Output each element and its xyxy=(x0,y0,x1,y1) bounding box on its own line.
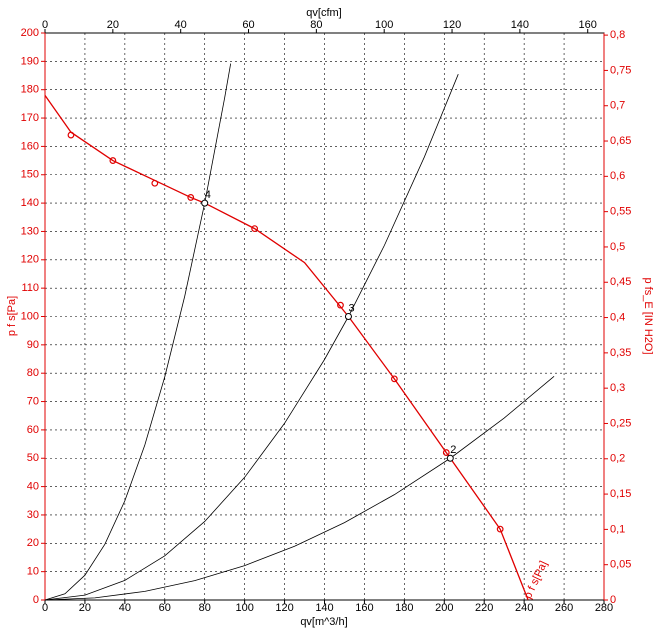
y2-tick-label: 0,3 xyxy=(610,382,625,394)
y2-tick-label: 0,35 xyxy=(610,347,631,359)
x2-axis-title: qv[cfm] xyxy=(306,7,341,19)
data-point xyxy=(187,194,195,201)
y-tick-label: 120 xyxy=(21,254,39,266)
x-axis-title: qv[m^3/h] xyxy=(300,616,347,628)
x-tick-label: 0 xyxy=(42,602,48,614)
y-tick-label: 110 xyxy=(21,282,39,294)
x2-tick-label: 40 xyxy=(175,19,187,31)
x-tick-label: 100 xyxy=(235,602,253,614)
y-tick-label: 90 xyxy=(27,339,39,351)
y-tick-label: 190 xyxy=(21,55,39,67)
data-point xyxy=(496,525,504,533)
x2-tick-label: 160 xyxy=(579,19,597,31)
data-point xyxy=(442,449,450,456)
x-tick-label: 220 xyxy=(475,602,493,614)
series-line xyxy=(44,63,232,601)
y-tick-label: 80 xyxy=(27,367,39,379)
operating-point-label: 2 xyxy=(450,444,456,456)
y2-tick-label: 0,5 xyxy=(610,241,625,253)
x-tick-label: 200 xyxy=(435,602,453,614)
y-tick-label: 40 xyxy=(27,481,39,493)
y2-tick-label: 0,45 xyxy=(610,276,631,288)
operating-point xyxy=(344,313,352,320)
series-line xyxy=(44,376,555,601)
y2-tick-label: 0,1 xyxy=(610,523,625,535)
y2-tick-label: 0,15 xyxy=(610,488,631,500)
x2-tick-label: 120 xyxy=(443,19,461,31)
x-tick-label: 60 xyxy=(159,602,171,614)
x-tick-label: 160 xyxy=(355,602,373,614)
y-tick-label: 60 xyxy=(27,424,39,436)
operating-point-label: 3 xyxy=(348,302,354,314)
y2-tick-label: 0,2 xyxy=(610,453,625,465)
x-tick-label: 260 xyxy=(555,602,573,614)
y-tick-label: 70 xyxy=(27,395,39,407)
x2-tick-label: 60 xyxy=(242,19,254,31)
y2-tick-label: 0,25 xyxy=(610,417,631,429)
y2-tick-label: 0,75 xyxy=(610,64,631,76)
data-point xyxy=(390,375,398,383)
y-tick-label: 180 xyxy=(21,84,39,96)
data-point xyxy=(337,301,344,309)
y-tick-label: 10 xyxy=(27,566,39,578)
y-tick-label: 200 xyxy=(21,27,39,39)
x2-tick-label: 100 xyxy=(375,19,393,31)
y-tick-label: 100 xyxy=(21,310,39,322)
x-tick-label: 140 xyxy=(315,602,333,614)
y2-tick-label: 0,05 xyxy=(610,559,631,571)
x-tick-label: 120 xyxy=(275,602,293,614)
y2-tick-label: 0 xyxy=(610,594,616,606)
y2-tick-label: 0,7 xyxy=(610,100,625,112)
y-axis-title: p f s[Pa] xyxy=(6,296,18,336)
x-tick-label: 180 xyxy=(395,602,413,614)
x2-tick-label: 80 xyxy=(310,19,322,31)
y-tick-label: 160 xyxy=(21,140,39,152)
y-tick-label: 170 xyxy=(21,112,39,124)
x2-tick-label: 140 xyxy=(511,19,529,31)
x-tick-label: 80 xyxy=(199,602,211,614)
y2-axis-title: p fs_E [IN H2O] xyxy=(642,277,654,354)
series-line xyxy=(44,94,529,601)
y-tick-label: 130 xyxy=(21,225,39,237)
x2-tick-label: 0 xyxy=(42,19,48,31)
y-tick-label: 0 xyxy=(33,594,39,606)
y-tick-label: 30 xyxy=(27,509,39,521)
y2-tick-label: 0,8 xyxy=(610,29,625,41)
operating-point xyxy=(446,454,454,462)
data-point xyxy=(151,179,159,187)
y-tick-label: 20 xyxy=(27,537,39,549)
y-tick-label: 140 xyxy=(21,197,39,209)
y2-tick-label: 0,6 xyxy=(610,170,625,182)
y2-tick-label: 0,55 xyxy=(610,206,631,218)
x-tick-label: 40 xyxy=(119,602,131,614)
y-tick-label: 150 xyxy=(21,169,39,181)
y2-tick-label: 0,4 xyxy=(610,311,625,323)
series-line xyxy=(44,74,459,601)
data-point xyxy=(109,157,117,164)
operating-point xyxy=(201,199,209,207)
data-point xyxy=(67,131,75,139)
series-label: p f s[Pa] xyxy=(522,559,550,601)
x-tick-label: 20 xyxy=(79,602,91,614)
operating-point-label: 4 xyxy=(205,189,211,201)
y-tick-label: 50 xyxy=(27,452,39,464)
y2-tick-label: 0,65 xyxy=(610,135,631,147)
x2-tick-label: 20 xyxy=(107,19,119,31)
x-tick-label: 280 xyxy=(595,602,613,614)
data-point xyxy=(251,225,259,233)
x-tick-label: 240 xyxy=(515,602,533,614)
